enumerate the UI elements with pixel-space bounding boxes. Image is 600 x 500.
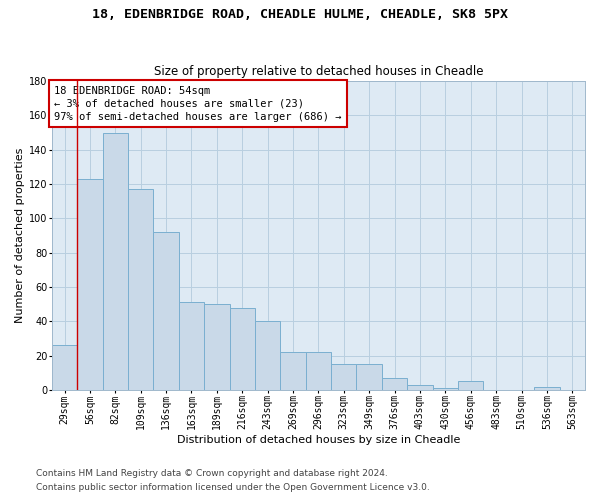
Bar <box>128 189 154 390</box>
X-axis label: Distribution of detached houses by size in Cheadle: Distribution of detached houses by size … <box>177 435 460 445</box>
Title: Size of property relative to detached houses in Cheadle: Size of property relative to detached ho… <box>154 66 483 78</box>
Bar <box>458 382 484 390</box>
Bar <box>179 302 204 390</box>
Bar <box>103 132 128 390</box>
Bar <box>230 308 255 390</box>
Bar <box>280 352 306 390</box>
Bar <box>382 378 407 390</box>
Bar <box>356 364 382 390</box>
Text: 18, EDENBRIDGE ROAD, CHEADLE HULME, CHEADLE, SK8 5PX: 18, EDENBRIDGE ROAD, CHEADLE HULME, CHEA… <box>92 8 508 20</box>
Text: Contains public sector information licensed under the Open Government Licence v3: Contains public sector information licen… <box>36 484 430 492</box>
Text: 18 EDENBRIDGE ROAD: 54sqm
← 3% of detached houses are smaller (23)
97% of semi-d: 18 EDENBRIDGE ROAD: 54sqm ← 3% of detach… <box>55 86 342 122</box>
Y-axis label: Number of detached properties: Number of detached properties <box>15 148 25 323</box>
Bar <box>154 232 179 390</box>
Bar <box>255 322 280 390</box>
Bar <box>331 364 356 390</box>
Bar <box>433 388 458 390</box>
Bar <box>204 304 230 390</box>
Text: Contains HM Land Registry data © Crown copyright and database right 2024.: Contains HM Land Registry data © Crown c… <box>36 468 388 477</box>
Bar <box>52 346 77 390</box>
Bar <box>407 385 433 390</box>
Bar <box>306 352 331 390</box>
Bar <box>77 179 103 390</box>
Bar <box>534 386 560 390</box>
